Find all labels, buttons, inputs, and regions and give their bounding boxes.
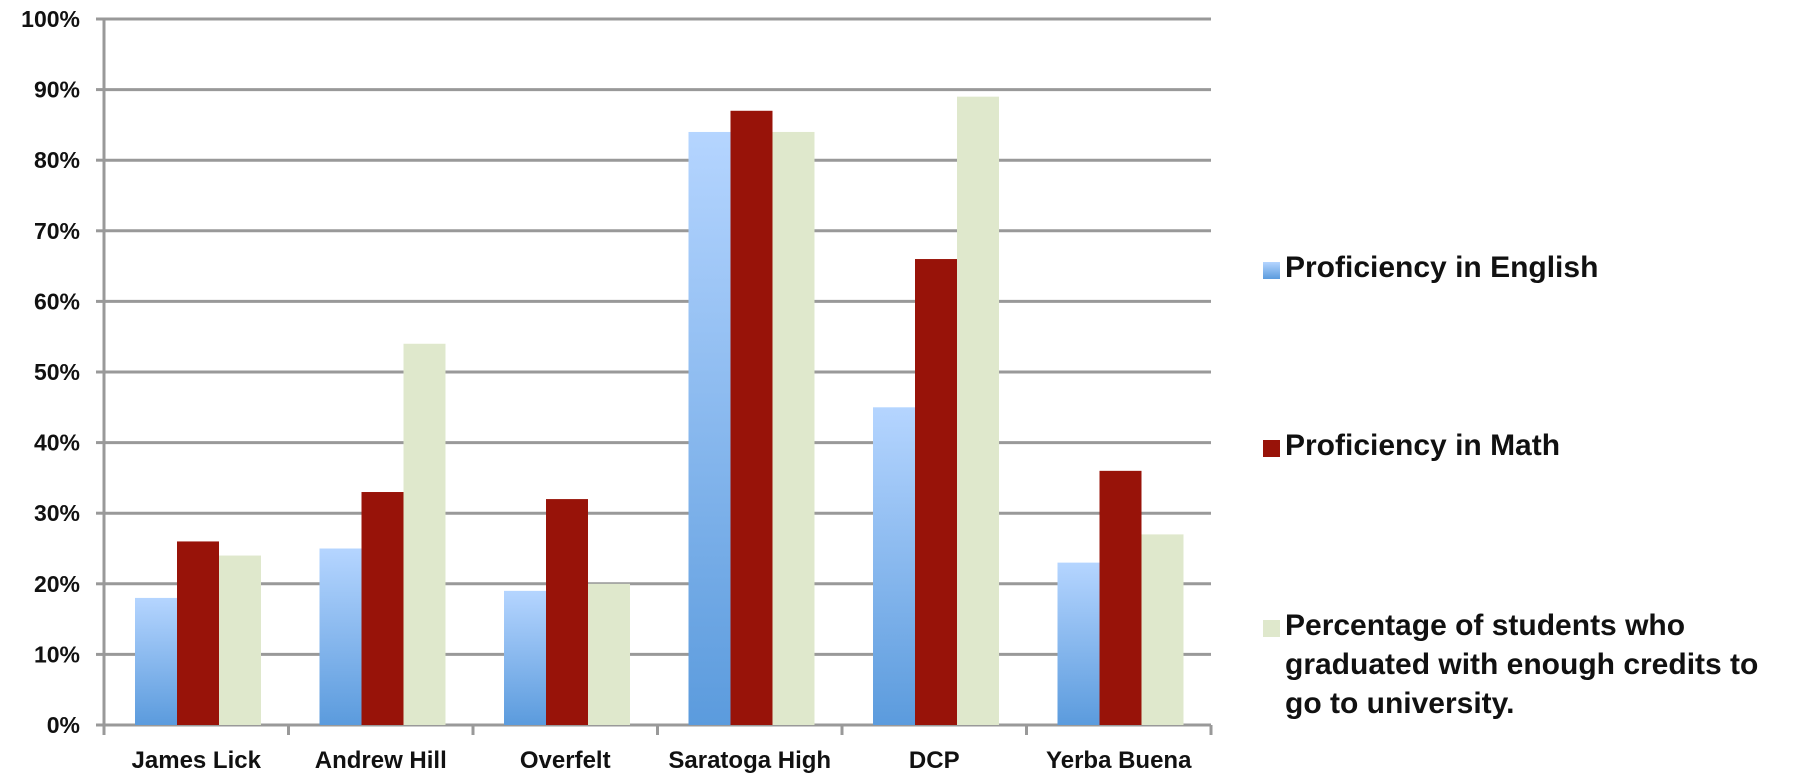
bar-math-4 (915, 259, 957, 725)
x-tick-label: Overfelt (520, 747, 611, 774)
legend-label: Proficiency in Math (1285, 429, 1560, 462)
bar-english-4 (873, 407, 915, 725)
bar-math-3 (730, 110, 773, 725)
y-tick-label: 40% (34, 430, 80, 456)
bar-graduation-1 (403, 343, 446, 725)
y-tick-label: 70% (34, 218, 80, 244)
legend-swatch (1263, 262, 1280, 279)
y-tick-label: 20% (34, 571, 80, 597)
bar-graduation-3 (772, 131, 815, 725)
gridlines (104, 17, 1211, 727)
bar-english-1 (319, 548, 362, 725)
bar-english-3 (688, 131, 731, 725)
bar-math-0 (177, 541, 219, 725)
x-tick-label: Yerba Buena (1046, 747, 1192, 774)
y-tick-label: 30% (34, 500, 80, 526)
bar-graduation-0 (219, 555, 261, 725)
y-tick-label: 100% (21, 6, 80, 32)
legend-label: graduated with enough credits to (1285, 648, 1758, 681)
x-tick-label: Saratoga High (668, 747, 831, 774)
y-tick-label: 80% (34, 147, 80, 173)
legend-label: Percentage of students who (1285, 609, 1685, 642)
x-tick-label: Andrew Hill (315, 747, 447, 774)
bar-english-5 (1057, 562, 1100, 725)
legend-label: go to university. (1285, 687, 1514, 720)
legend-swatch (1263, 440, 1280, 457)
axes: 0% 10% 20% 30% 40% 50% 60% 70% 80% 90% 100% James L… (21, 6, 1213, 774)
bar-graduation-4 (957, 96, 999, 725)
bar-english-0 (135, 597, 177, 725)
bar-math-2 (546, 499, 588, 725)
y-tick-label: 60% (34, 288, 80, 314)
bars (135, 96, 1184, 725)
x-tick-label: James Lick (132, 747, 262, 774)
bar-graduation-5 (1141, 534, 1184, 725)
bar-graduation-2 (588, 583, 630, 725)
y-tick-label: 90% (34, 77, 80, 103)
x-tick-label: DCP (909, 747, 960, 774)
y-tick-label: 10% (34, 641, 80, 667)
legend: Proficiency in English Proficiency in Mat… (1263, 251, 1758, 720)
legend-swatch (1263, 620, 1280, 637)
y-tick-label: 0% (47, 712, 80, 738)
y-tick-label: 50% (34, 359, 80, 385)
bar-english-2 (504, 590, 546, 725)
bar-math-5 (1099, 470, 1142, 725)
bar-math-1 (361, 492, 404, 725)
legend-label: Proficiency in English (1285, 251, 1598, 284)
